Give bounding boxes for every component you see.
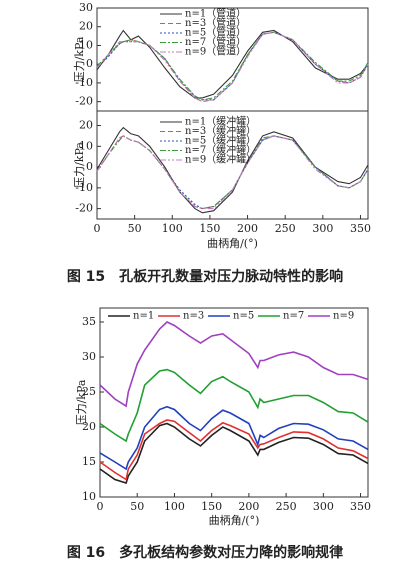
legend-label: n=7 — [283, 311, 304, 322]
x-tick-label: 350 — [350, 222, 371, 235]
legend-label: n=3（缓冲罐） — [185, 124, 256, 137]
y-tick-label: -20 — [75, 202, 93, 215]
y-tick-label: 15 — [82, 455, 96, 468]
legend-label: n=1（缓冲罐） — [185, 115, 256, 128]
series-line — [96, 135, 369, 210]
legend-label: n=9 — [333, 311, 354, 322]
series-line — [99, 405, 369, 471]
x-tick-label: 100 — [162, 222, 183, 235]
y-tick-label: -10 — [75, 76, 93, 89]
x-axis-label: 曲柄角/(°) — [207, 237, 258, 250]
y-tick-label: 10 — [79, 38, 93, 51]
y-tick-label: 0 — [86, 57, 93, 70]
y-tick-label: 10 — [79, 139, 93, 152]
y-tick-label: 25 — [82, 385, 96, 398]
y-axis-label: 压力/kPa — [73, 36, 86, 82]
y-tick-label: 10 — [82, 490, 96, 503]
series-line — [96, 31, 369, 101]
legend-label: n=9（缓冲罐） — [185, 153, 256, 166]
x-tick-label: 300 — [312, 222, 333, 235]
series-line — [99, 422, 369, 485]
series-line — [96, 126, 369, 214]
y-tick-label: -10 — [75, 181, 93, 194]
plot-frame — [99, 307, 369, 498]
x-tick-label: 250 — [275, 222, 296, 235]
legend-label: n=5（缓冲罐） — [185, 134, 256, 147]
y-tick-label: -20 — [75, 95, 93, 108]
y-tick-label: 20 — [79, 119, 93, 132]
y-tick-label: 35 — [82, 315, 96, 328]
legend-label: n=3（管道） — [185, 16, 246, 29]
legend-label: n=9（管道） — [185, 45, 246, 58]
x-tick-label: 0 — [97, 500, 104, 513]
legend-label: n=1（管道） — [185, 7, 246, 20]
y-tick-label: 30 — [79, 1, 93, 14]
legend-label: n=3 — [183, 311, 204, 322]
x-tick-label: 150 — [201, 500, 222, 513]
x-tick-label: 250 — [276, 500, 297, 513]
caption: 图 15 孔板开孔数量对压力脉动特性的影响 — [67, 268, 343, 285]
x-tick-label: 0 — [94, 222, 101, 235]
legend-label: n=1 — [133, 311, 154, 322]
series-line — [99, 368, 369, 443]
x-tick-label: 150 — [199, 222, 220, 235]
legend-label: n=5 — [233, 311, 254, 322]
y-tick-label: 20 — [79, 20, 93, 33]
series-line — [99, 321, 369, 408]
x-tick-label: 350 — [350, 500, 371, 513]
y-tick-label: 20 — [82, 420, 96, 433]
y-axis-label: 压力/kPa — [75, 379, 88, 425]
series-line — [99, 419, 369, 481]
x-tick-label: 100 — [164, 500, 185, 513]
legend-label: n=5（管道） — [185, 26, 246, 39]
x-tick-label: 200 — [237, 222, 258, 235]
x-tick-label: 200 — [238, 500, 259, 513]
series-line — [96, 31, 369, 103]
x-tick-label: 50 — [128, 222, 142, 235]
legend-label: n=7（管道） — [185, 35, 246, 48]
x-tick-label: 300 — [313, 500, 334, 513]
y-tick-label: 30 — [82, 350, 96, 363]
y-tick-label: 0 — [86, 160, 93, 173]
caption: 图 16 多孔板结构参数对压力降的影响规律 — [67, 544, 343, 561]
x-axis-label: 曲柄角/(°) — [209, 514, 260, 527]
x-tick-label: 50 — [130, 500, 144, 513]
series-line — [96, 31, 369, 101]
legend-label: n=7（缓冲罐） — [185, 143, 256, 156]
y-axis-label: 压力/kPa — [73, 142, 86, 188]
